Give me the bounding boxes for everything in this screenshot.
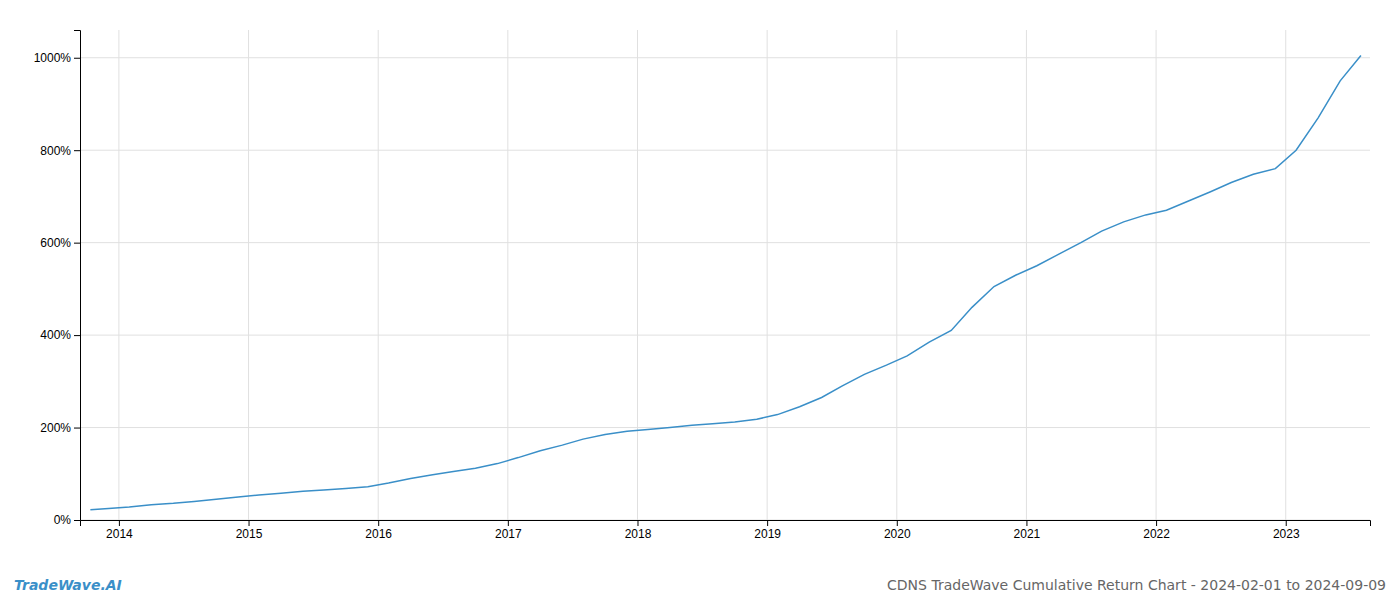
y-axis-line [74, 31, 81, 521]
x-tick-label: 2020 [884, 527, 911, 541]
x-tick-mark [119, 520, 120, 526]
x-tick-label: 2022 [1143, 527, 1170, 541]
grid-line-y [80, 150, 1370, 151]
y-tick-mark [74, 428, 80, 429]
grid-line-x [637, 30, 638, 520]
grid [80, 30, 1370, 520]
x-tick-mark [637, 520, 638, 526]
x-tick: 2023 [1273, 520, 1300, 541]
y-tick-mark [74, 150, 80, 151]
x-tick-mark [249, 520, 250, 526]
x-axis-line [81, 521, 1371, 527]
grid-line-y [80, 57, 1370, 58]
grid-line-x [1026, 30, 1027, 520]
x-tick: 2016 [365, 520, 392, 541]
grid-line-x [507, 30, 508, 520]
y-tick-label: 200% [40, 421, 71, 435]
grid-line-x [118, 30, 119, 520]
y-tick: 200% [40, 421, 80, 435]
y-tick-label: 1000% [34, 51, 72, 65]
title: CDNS TradeWave Cumulative Return Chart -… [887, 577, 1386, 593]
x-tick-mark [767, 520, 768, 526]
y-tick: 400% [40, 328, 80, 342]
grid-line-y [80, 427, 1370, 428]
x-tick-label: 2021 [1014, 527, 1041, 541]
plot-area [90, 55, 1361, 509]
x-axis: 2014 2015 2016 2017 2018 2019 2020 2021 2022 2023 [81, 520, 1371, 541]
y-tick: 0% [54, 513, 80, 527]
x-tick-mark [1286, 520, 1287, 526]
x-tick-mark [508, 520, 509, 526]
grid-line-y [80, 242, 1370, 243]
x-tick-label: 2019 [754, 527, 781, 541]
x-tick: 2022 [1143, 520, 1170, 541]
x-tick-label: 2014 [106, 527, 133, 541]
grid-line-x [896, 30, 897, 520]
x-tick-mark [1026, 520, 1027, 526]
y-tick: 600% [40, 236, 80, 250]
y-tick: 800% [40, 144, 80, 158]
grid-line-x [1285, 30, 1286, 520]
grid-line-x [767, 30, 768, 520]
x-tick-mark [1156, 520, 1157, 526]
y-tick-mark [74, 335, 80, 336]
x-tick: 2021 [1014, 520, 1041, 541]
x-tick-label: 2017 [495, 527, 522, 541]
y-tick-label: 0% [54, 513, 72, 527]
grid-line-y [80, 335, 1370, 336]
y-tick-label: 800% [40, 144, 71, 158]
x-tick-label: 2015 [236, 527, 263, 541]
x-tick: 2015 [236, 520, 263, 541]
y-tick: 1000% [34, 51, 80, 65]
grid-line-x [1156, 30, 1157, 520]
y-tick-mark [74, 243, 80, 244]
y-tick-label: 600% [40, 236, 71, 250]
y-tick-label: 400% [40, 328, 71, 342]
x-tick: 2014 [106, 520, 133, 541]
y-axis: 0% 200% 400% 600% 800% 1000% [34, 31, 81, 528]
x-tick: 2017 [495, 520, 522, 541]
grid-line-x [378, 30, 379, 520]
x-tick-mark [897, 520, 898, 526]
x-tick: 2018 [625, 520, 652, 541]
chart: 2014 2015 2016 2017 2018 2019 2020 2021 2022 2023… [0, 0, 1400, 600]
y-tick-mark [74, 58, 80, 59]
x-tick-label: 2018 [625, 527, 652, 541]
y-tick-mark [74, 520, 80, 521]
x-tick-label: 2023 [1273, 527, 1300, 541]
line [90, 55, 1361, 509]
grid-line-x [248, 30, 249, 520]
x-tick: 2020 [884, 520, 911, 541]
x-tick: 2019 [754, 520, 781, 541]
x-tick-label: 2016 [365, 527, 392, 541]
x-tick-mark [378, 520, 379, 526]
annotation: TradeWave.AI [14, 577, 122, 593]
